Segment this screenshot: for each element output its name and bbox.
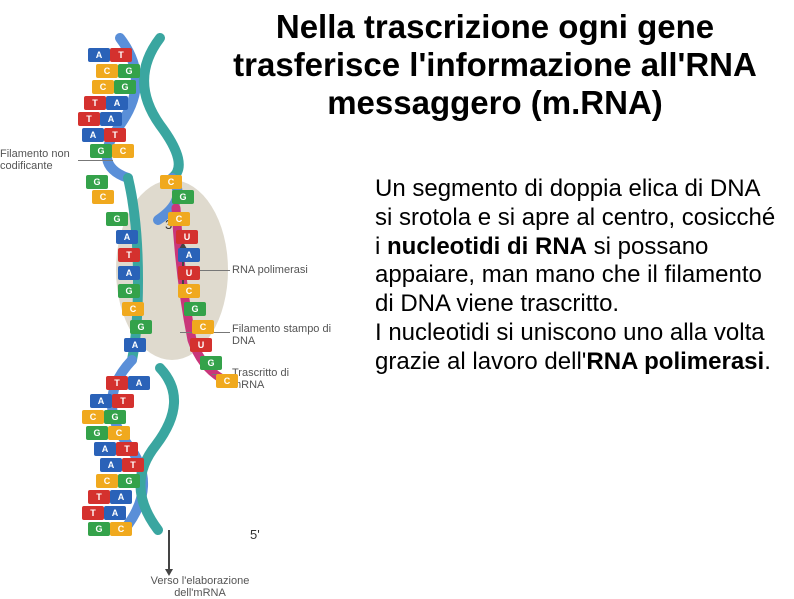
base-pair: TA [82,506,126,520]
lead-noncoding [78,160,113,161]
nucleotide-G: G [88,522,110,536]
base-pair: CG [82,410,126,424]
arrow-mrna-direction [168,530,170,570]
nucleotide-C: C [122,302,144,316]
base-pair: TA [78,112,122,126]
label-rnapolymerase: RNA polimerasi [232,264,308,276]
nucleotide-U: U [176,230,198,244]
strand-teal-top [144,38,179,178]
body-p2b: RNA polimerasi [586,348,764,375]
nucleotide-T: T [122,458,144,472]
nucleotide-C: C [96,64,118,78]
base-pair: CG [92,80,136,94]
nucleotide-T: T [104,128,126,142]
nucleotide-T: T [82,506,104,520]
label-5prime: 5' [250,528,260,542]
base-pair: CG [96,64,140,78]
nucleotide-G: G [90,144,112,158]
label-bottom: Verso l'elaborazione dell'mRNA [140,575,260,599]
nucleotide-T: T [88,490,110,504]
body-p2c: . [764,348,771,375]
nucleotide-A: A [104,506,126,520]
nucleotide-C: C [96,474,118,488]
nucleotide-C: C [178,284,200,298]
nucleotide-G: G [118,64,140,78]
nucleotide-C: C [112,144,134,158]
nucleotide-G: G [184,302,206,316]
nucleotide-G: G [118,474,140,488]
nucleotide-C: C [92,190,114,204]
nucleotide-A: A [128,376,150,390]
nucleotide-A: A [106,96,128,110]
label-template: Filamento stampo di DNA [232,323,342,347]
nucleotide-U: U [190,338,212,352]
base-pair: GC [86,426,130,440]
nucleotide-G: G [118,284,140,298]
body-p1b: nucleotidi di RNA [387,233,587,260]
nucleotide-A: A [178,248,200,262]
nucleotide-G: G [114,80,136,94]
nucleotide-G: G [104,410,126,424]
base-pair: AT [94,442,138,456]
base-pair: AT [100,458,144,472]
nucleotide-G: G [172,190,194,204]
base-pair: TA [88,490,132,504]
nucleotide-A: A [88,48,110,62]
strand-teal-bottom [140,368,174,530]
nucleotide-T: T [84,96,106,110]
nucleotide-A: A [110,490,132,504]
nucleotide-G: G [106,212,128,226]
nucleotide-G: G [86,175,108,189]
transcription-diagram: Filamento non codificante RNA polimerasi… [0,20,375,595]
base-pair: GC [88,522,132,536]
nucleotide-T: T [112,394,134,408]
nucleotide-A: A [100,458,122,472]
nucleotide-A: A [100,112,122,126]
nucleotide-A: A [124,338,146,352]
body-text: Un segmento di doppia elica di DNA si sr… [375,175,780,377]
nucleotide-T: T [106,376,128,390]
nucleotide-C: C [160,175,182,189]
base-pair: AT [82,128,126,142]
nucleotide-C: C [108,426,130,440]
label-noncoding: Filamento non codificante [0,148,80,172]
nucleotide-A: A [90,394,112,408]
nucleotide-A: A [94,442,116,456]
nucleotide-G: G [200,356,222,370]
nucleotide-A: A [82,128,104,142]
base-pair: GC [90,144,134,158]
nucleotide-T: T [116,442,138,456]
nucleotide-C: C [216,374,238,388]
nucleotide-C: C [82,410,104,424]
nucleotide-A: A [116,230,138,244]
label-transcript: Trascritto di mRNA [232,367,312,391]
base-pair: CG [96,474,140,488]
nucleotide-T: T [78,112,100,126]
nucleotide-G: G [86,426,108,440]
nucleotide-C: C [192,320,214,334]
nucleotide-G: G [130,320,152,334]
nucleotide-T: T [110,48,132,62]
base-pair: AT [90,394,134,408]
base-pair: AT [88,48,132,62]
nucleotide-C: C [168,212,190,226]
nucleotide-A: A [118,266,140,280]
nucleotide-C: C [110,522,132,536]
base-pair: TA [84,96,128,110]
nucleotide-U: U [178,266,200,280]
base-pair: TA [106,376,150,390]
nucleotide-C: C [92,80,114,94]
nucleotide-T: T [118,248,140,262]
